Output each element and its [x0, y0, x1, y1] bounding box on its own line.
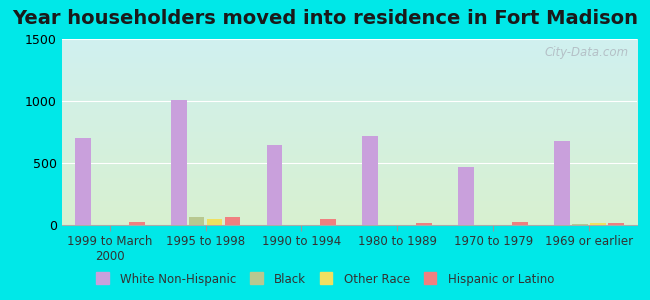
Bar — [207, 219, 222, 225]
Text: City-Data.com: City-Data.com — [544, 46, 629, 59]
Bar — [512, 222, 528, 225]
Bar — [590, 223, 606, 225]
Bar — [320, 219, 336, 225]
Bar — [417, 223, 432, 225]
Legend: White Non-Hispanic, Black, Other Race, Hispanic or Latino: White Non-Hispanic, Black, Other Race, H… — [92, 269, 558, 291]
Bar — [225, 217, 240, 225]
Bar — [188, 217, 205, 225]
Bar — [572, 224, 588, 225]
Bar — [458, 167, 474, 225]
Bar — [75, 138, 90, 225]
Text: Year householders moved into residence in Fort Madison: Year householders moved into residence i… — [12, 9, 638, 28]
Bar — [171, 100, 187, 225]
Bar — [363, 136, 378, 225]
Bar — [266, 145, 282, 225]
Bar — [608, 223, 624, 225]
Bar — [129, 222, 144, 225]
Bar — [554, 141, 570, 225]
